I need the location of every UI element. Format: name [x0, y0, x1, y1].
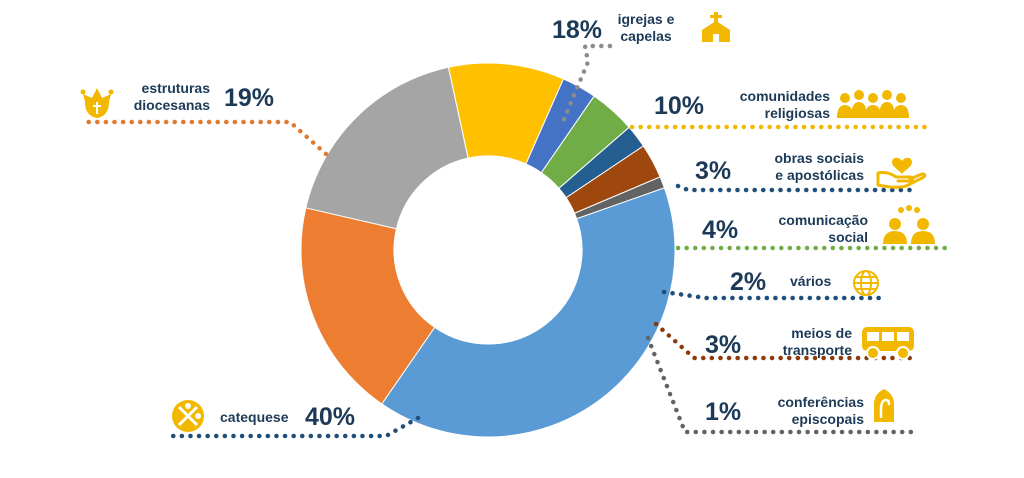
- hand-heart-icon: [876, 157, 927, 189]
- globe-icon: [853, 270, 879, 296]
- category-label-estruturas: estruturas diocesanas: [133, 80, 210, 113]
- leader-line-igrejas-e-capelas: [559, 43, 613, 127]
- leader-line-estruturas-diocesanas: [79, 119, 329, 157]
- value-label-transporte: 3%: [705, 331, 742, 359]
- leader-lines: [79, 43, 948, 439]
- slice-igrejas-e-capelas: [305, 66, 469, 230]
- category-label-conferencias: conferências episcopais: [777, 394, 864, 427]
- leader-line-varios: [661, 289, 887, 301]
- category-label-varios: vários: [790, 273, 832, 289]
- people-group-icon: [837, 90, 909, 118]
- catechesis-icon: [172, 400, 204, 432]
- value-label-conferencias: 1%: [705, 398, 742, 426]
- category-label-transporte: meios de transporte: [782, 325, 852, 358]
- value-label-comunicacao: 4%: [702, 216, 739, 244]
- value-label-catequese: 40%: [305, 403, 356, 431]
- slice-estruturas-diocesanas: [300, 207, 436, 405]
- church-icon: [702, 12, 730, 42]
- leader-line-catequese: [169, 415, 421, 439]
- leader-line-meios-de-transporte: [653, 321, 915, 361]
- category-label-igrejas: igrejas e capelas: [617, 11, 675, 44]
- category-label-comunicacao: comunicação social: [778, 212, 868, 245]
- bus-icon: [862, 327, 914, 360]
- value-label-igrejas: 18%: [552, 16, 603, 44]
- leader-line-obras-sociais-e-apostolicas: [675, 183, 915, 193]
- mitre-icon: [874, 389, 894, 422]
- slice-catequese: [381, 187, 676, 438]
- value-label-varios: 2%: [730, 268, 767, 296]
- value-label-obras-sociais: 3%: [695, 157, 732, 185]
- category-label-obras-sociais: obras sociais e apostólicas: [774, 150, 865, 183]
- leader-line-conferencias-episcopais: [645, 335, 915, 435]
- diocese-icon: [80, 88, 114, 118]
- category-icons: [80, 12, 935, 432]
- donut-slices: [300, 62, 676, 438]
- value-label-comunidades: 10%: [654, 92, 705, 120]
- category-label-catequese: catequese: [220, 409, 289, 425]
- communication-people-icon: [883, 205, 935, 244]
- category-label-comunidades: comunidades religiosas: [739, 88, 830, 121]
- value-label-estruturas: 19%: [224, 84, 275, 112]
